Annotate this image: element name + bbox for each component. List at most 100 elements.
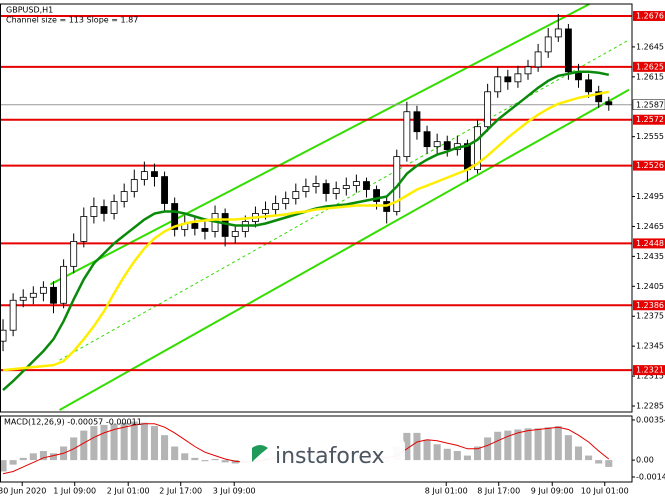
- candle-body: [120, 191, 128, 202]
- candle-body: [484, 91, 492, 128]
- macd-title: MACD(12,26,9) -0.00057 -0.00011: [4, 418, 142, 427]
- candle-body: [272, 203, 280, 210]
- y-tick-label: 1.2615: [636, 72, 664, 81]
- macd-bar: [403, 432, 411, 461]
- channel-line: [59, 88, 630, 411]
- macd-bar: [130, 421, 138, 461]
- macd-bar: [554, 426, 562, 461]
- macd-bar: [534, 428, 542, 461]
- y-tick-label: 1.2465: [636, 222, 664, 231]
- candle-body: [332, 188, 340, 194]
- macd-bar: [423, 439, 431, 461]
- candle-body: [373, 189, 381, 202]
- y-tick-label: -0.00149: [636, 473, 665, 482]
- candle-body: [423, 131, 431, 148]
- macd-bar: [605, 460, 613, 467]
- macd-bar: [211, 458, 219, 461]
- watermark-box: [240, 440, 405, 472]
- candle-body: [564, 28, 572, 73]
- y-tick-label: 1.2345: [636, 342, 664, 351]
- y-tick-label: 1.2405: [636, 282, 664, 291]
- candle-body: [524, 66, 532, 75]
- candle-body: [50, 286, 57, 304]
- y-tick-label: 1.2285: [636, 402, 664, 411]
- macd-bar: [150, 426, 158, 461]
- candle-body: [70, 241, 78, 267]
- candle-body: [0, 329, 7, 342]
- x-tick-label: 2 Jul 01:00: [107, 487, 150, 496]
- channel-line: [59, 39, 630, 361]
- candle-body: [433, 141, 441, 148]
- macd-bar: [474, 446, 482, 461]
- macd-bar: [140, 422, 148, 461]
- candle-body: [413, 111, 421, 133]
- x-tick-label: 30 Jun 2020: [0, 487, 46, 496]
- macd-frame: [0, 415, 633, 483]
- x-tick-label: 9 Jul 09:00: [531, 487, 574, 496]
- x-tick-label: 3 Jul 09:00: [213, 487, 256, 496]
- macd-bar: [29, 453, 37, 461]
- x-tick-label: 10 Jul 01:00: [581, 487, 629, 496]
- level-label: 1.2526: [636, 161, 664, 170]
- candle-body: [534, 51, 542, 68]
- candle-body: [191, 223, 199, 229]
- y-tick-label: 1.2375: [636, 312, 664, 321]
- candle-body: [464, 143, 471, 170]
- y-tick-label: 0.00354: [636, 415, 665, 424]
- candle-body: [140, 171, 148, 180]
- macd-bar: [514, 429, 522, 461]
- candle-body: [262, 209, 269, 214]
- y-tick-label: 1.2645: [636, 42, 664, 51]
- level-label: 1.2386: [636, 301, 664, 310]
- macd-bar: [585, 455, 593, 461]
- candle-body: [19, 296, 27, 301]
- macd-bar: [484, 437, 492, 461]
- candle-body: [403, 111, 411, 158]
- macd-bar: [504, 430, 512, 461]
- macd-bar: [9, 460, 17, 465]
- candle-body: [504, 76, 512, 83]
- macd-bar: [161, 435, 169, 461]
- level-label-box: [633, 61, 665, 72]
- macd-bar: [191, 457, 199, 461]
- macd-bar: [443, 448, 451, 461]
- candle-body: [171, 203, 179, 230]
- macd-bar: [120, 422, 128, 461]
- candle-body: [9, 299, 17, 331]
- macd-bar: [494, 431, 502, 461]
- price-frame: [0, 3, 633, 413]
- axes: 1.2645 1.2615 1.2555 1.2495 1.2465 1.2435 1.24…: [0, 10, 665, 496]
- candle-body: [151, 171, 158, 177]
- candle-body: [554, 28, 562, 38]
- channel-line: [50, 4, 591, 286]
- x-tick-label: 8 Jul 17:00: [477, 487, 520, 496]
- x-tick-label: 8 Jul 01:00: [425, 487, 468, 496]
- candle-body: [322, 183, 330, 194]
- watermark-text: instaforex: [275, 444, 385, 469]
- watermark-logo: [252, 445, 268, 462]
- candle-body: [443, 141, 451, 151]
- level-label-box: [633, 10, 665, 21]
- macd-bar: [39, 451, 47, 461]
- macd-bar: [19, 457, 27, 461]
- candle-body: [514, 73, 522, 83]
- candle-body: [100, 206, 108, 214]
- x-tick-label: 1 Jul 09:00: [53, 487, 96, 496]
- level-label-box: [633, 160, 665, 171]
- candle-body: [595, 91, 603, 103]
- candle-body: [363, 181, 370, 190]
- macd-bar: [171, 446, 179, 461]
- candle-body: [342, 185, 350, 189]
- candle-body: [130, 179, 138, 192]
- macd-bar: [49, 453, 58, 461]
- candle-body: [29, 292, 37, 298]
- current-price-box: [632, 99, 665, 111]
- chart-subtitle: Channel size = 113 Slope = 1.87: [6, 16, 138, 25]
- macd-bar: [453, 451, 461, 461]
- y-tick-label: 1.2495: [636, 192, 664, 201]
- candle-body: [312, 183, 320, 187]
- y-tick-label: 1.2555: [636, 132, 664, 141]
- level-label: 1.2625: [636, 62, 664, 71]
- macd-bar: [201, 460, 209, 462]
- macd-bar: [413, 432, 421, 461]
